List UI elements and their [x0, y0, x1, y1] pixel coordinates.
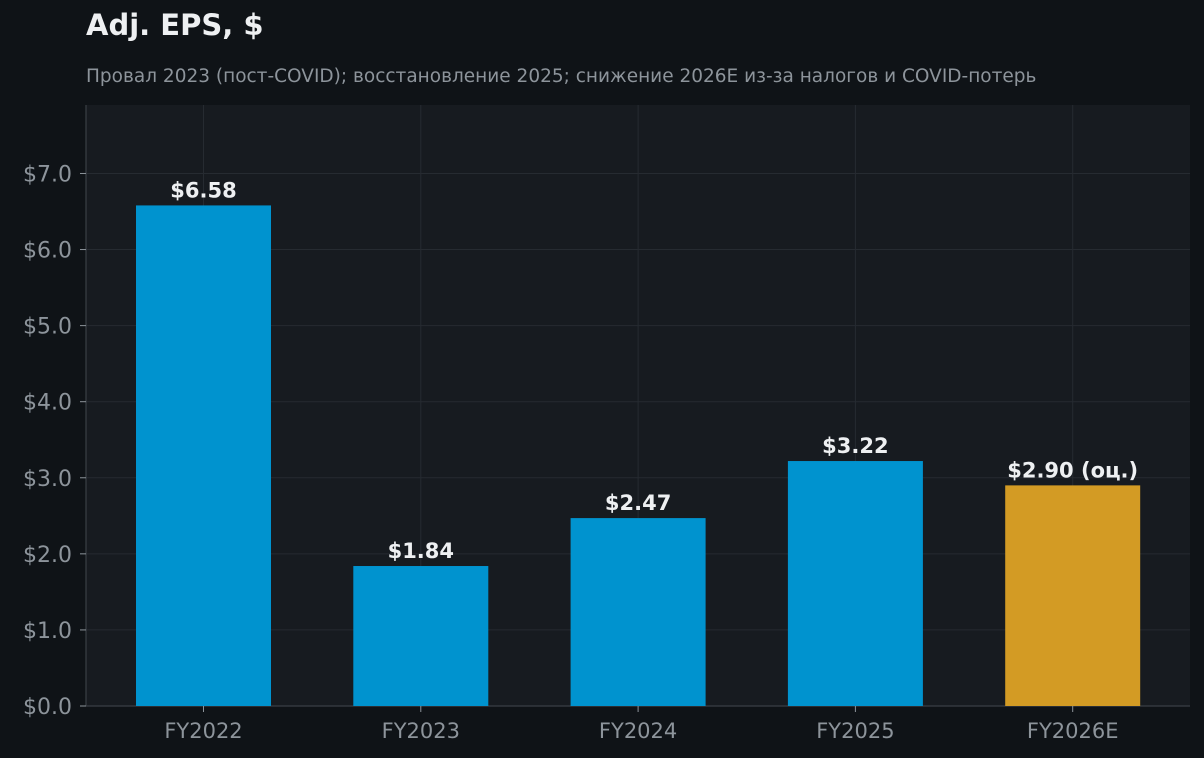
y-tick-label: $1.0: [23, 619, 72, 644]
x-tick-label: FY2024: [599, 719, 677, 743]
bar-value-label: $6.58: [170, 178, 236, 202]
x-tick-label: FY2022: [164, 719, 242, 743]
bar-value-label: $1.84: [388, 539, 454, 563]
bar-value-label: $2.90 (оц.): [1007, 458, 1138, 482]
y-tick-label: $3.0: [23, 467, 72, 492]
bar-fy2026e: [1005, 485, 1141, 706]
y-tick-label: $0.0: [23, 695, 72, 720]
y-tick-label: $7.0: [23, 162, 72, 187]
y-tick-label: $6.0: [23, 239, 72, 264]
y-tick-label: $2.0: [23, 543, 72, 568]
bar-fy2022: [136, 205, 271, 706]
bar-fy2023: [353, 566, 489, 706]
bar-fy2025: [787, 461, 923, 706]
x-tick-label: FY2025: [816, 719, 894, 743]
bar-value-label: $3.22: [822, 434, 888, 458]
bar-fy2024: [570, 518, 706, 706]
y-tick-label: $4.0: [23, 391, 72, 416]
chart-subtitle: Провал 2023 (пост-COVID); восстановление…: [86, 66, 1037, 87]
y-tick-label: $5.0: [23, 315, 72, 340]
chart-title: Adj. EPS, $: [86, 8, 264, 42]
bar-value-label: $2.47: [605, 491, 671, 515]
x-tick-label: FY2026E: [1027, 719, 1119, 743]
x-tick-label: FY2023: [382, 719, 460, 743]
